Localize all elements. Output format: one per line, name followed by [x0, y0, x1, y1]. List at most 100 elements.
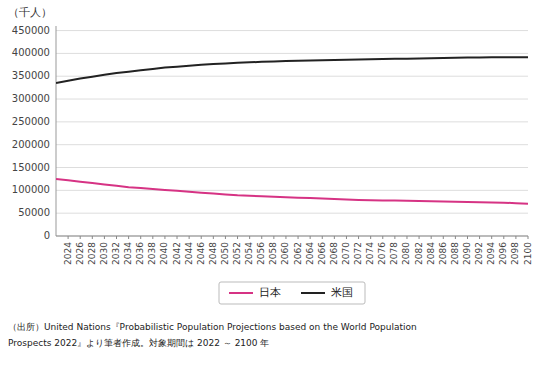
x-tick-label: 2070: [341, 242, 351, 265]
x-tick-label: 2066: [317, 242, 327, 265]
y-tick-label: 250000: [12, 116, 50, 127]
y-tick-label: 0: [44, 230, 50, 241]
y-tick-label: 350000: [12, 70, 50, 81]
y-tick-label: 50000: [18, 207, 50, 218]
x-tick-label: 2078: [389, 242, 399, 265]
x-tick: [334, 236, 335, 239]
x-tick: [479, 236, 480, 239]
x-tick-label: 2068: [329, 242, 339, 265]
x-tick: [80, 236, 81, 239]
x-tick: [394, 236, 395, 239]
x-tick: [467, 236, 468, 239]
legend-swatch: [301, 292, 325, 294]
x-tick: [104, 236, 105, 239]
x-tick: [189, 236, 190, 239]
x-tick-label: 2074: [365, 242, 375, 265]
y-tick-label: 150000: [12, 162, 50, 173]
x-tick-label: 2076: [377, 242, 387, 265]
y-tick-label: 100000: [12, 184, 50, 195]
x-tick: [152, 236, 153, 239]
x-tick: [382, 236, 383, 239]
chart: （千人）050000100000150000200000250000300000…: [0, 0, 540, 384]
y-axis-line: [56, 26, 57, 236]
grid-line: [56, 99, 528, 100]
x-tick-label: 2092: [474, 242, 484, 265]
grid-line: [56, 30, 528, 31]
x-tick: [285, 236, 286, 239]
x-tick: [406, 236, 407, 239]
x-tick: [128, 236, 129, 239]
x-tick: [237, 236, 238, 239]
x-tick-label: 2084: [426, 242, 436, 265]
legend-label: 米国: [331, 286, 353, 299]
legend: 日本 米国: [219, 282, 365, 304]
x-tick: [140, 236, 141, 239]
x-tick-label: 2100: [523, 242, 533, 265]
x-axis-line: [56, 236, 528, 237]
x-tick-label: 2058: [268, 242, 278, 265]
x-tick-label: 2046: [196, 242, 206, 265]
grid: [56, 31, 528, 236]
x-tick: [491, 236, 492, 239]
x-tick: [273, 236, 274, 239]
x-tick: [225, 236, 226, 239]
x-tick-label: 2088: [450, 242, 460, 265]
x-tick: [443, 236, 444, 239]
x-tick-label: 2072: [353, 242, 363, 265]
x-tick-label: 2064: [305, 242, 315, 265]
y-tick-label: 300000: [12, 93, 50, 104]
y-tick-label: 450000: [12, 25, 50, 36]
x-tick: [298, 236, 299, 239]
grid-line: [56, 167, 528, 168]
x-tick-label: 2026: [75, 242, 85, 265]
x-tick: [455, 236, 456, 239]
x-tick-label: 2050: [220, 242, 230, 265]
source-note: （出所）United Nations『Probabilistic Populat…: [8, 322, 417, 332]
x-tick-label: 2090: [462, 242, 472, 265]
x-tick-label: 2044: [184, 242, 194, 265]
x-tick-label: 2040: [159, 242, 169, 265]
grid-line: [56, 121, 528, 122]
x-tick: [213, 236, 214, 239]
x-tick-label: 2034: [123, 242, 133, 265]
y-tick-label: 400000: [12, 47, 50, 58]
x-tick-label: 2052: [232, 242, 242, 265]
source-note: Prospects 2022』より筆者作成。対象期間は 2022 ～ 2100 …: [8, 338, 269, 348]
x-tick-label: 2080: [401, 242, 411, 265]
x-tick-label: 2098: [510, 242, 520, 265]
x-tick-label: 2096: [498, 242, 508, 265]
x-tick: [322, 236, 323, 239]
legend-label: 日本: [259, 286, 281, 299]
grid-line: [56, 53, 528, 54]
x-tick-label: 2062: [293, 242, 303, 265]
x-tick-label: 2054: [244, 242, 254, 265]
grid-line: [56, 144, 528, 145]
x-tick: [249, 236, 250, 239]
x-tick: [419, 236, 420, 239]
x-tick-label: 2082: [414, 242, 424, 265]
x-tick-label: 2032: [111, 242, 121, 265]
x-tick: [370, 236, 371, 239]
x-tick-label: 2086: [438, 242, 448, 265]
x-tick: [346, 236, 347, 239]
grid-line: [56, 236, 528, 237]
x-tick: [92, 236, 93, 239]
x-tick-label: 2060: [280, 242, 290, 265]
legend-swatch: [229, 292, 253, 294]
x-tick: [201, 236, 202, 239]
x-tick: [358, 236, 359, 239]
x-tick: [164, 236, 165, 239]
x-tick-label: 2038: [147, 242, 157, 265]
lines: [56, 57, 528, 204]
x-tick-label: 2024: [63, 242, 73, 265]
x-tick: [503, 236, 504, 239]
grid-line: [56, 190, 528, 191]
x-tick: [528, 236, 529, 239]
x-tick-label: 2036: [135, 242, 145, 265]
x-tick-label: 2048: [208, 242, 218, 265]
series-line: [56, 57, 528, 83]
x-tick: [515, 236, 516, 239]
x-tick: [68, 236, 69, 239]
grid-line: [56, 213, 528, 214]
y-tick-label: 200000: [12, 139, 50, 150]
